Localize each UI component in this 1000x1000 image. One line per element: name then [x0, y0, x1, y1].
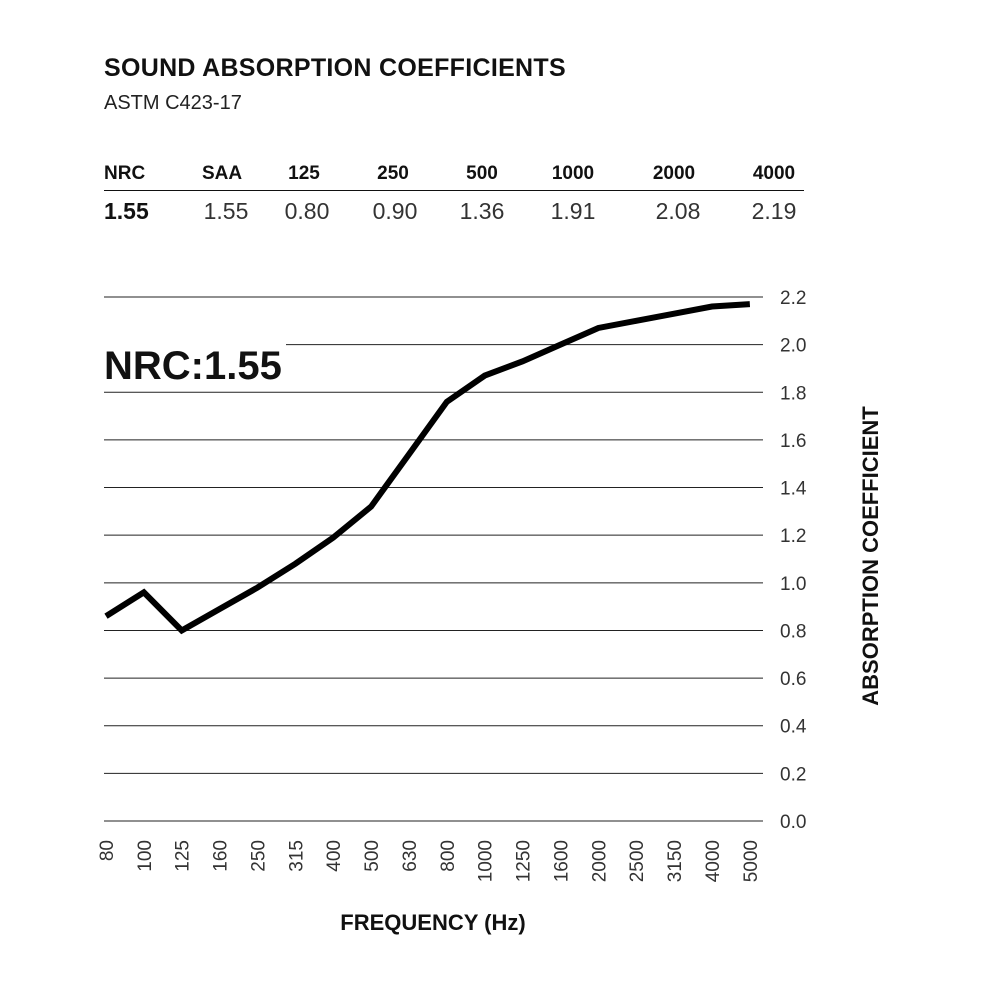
x-tick-label: 100 — [135, 840, 156, 872]
header-cell-250: 250 — [377, 163, 409, 184]
y-tick-label: 0.2 — [780, 764, 806, 785]
header-cell-125: 125 — [288, 163, 320, 184]
y-axis-label: ABSORPTION COEFFICIENT — [858, 406, 883, 706]
header-cell-2000: 2000 — [652, 163, 696, 184]
y-tick-label: 2.2 — [780, 288, 806, 309]
chart-subtitle: ASTM C423-17 — [104, 92, 242, 114]
x-tick-label: 3150 — [665, 840, 686, 882]
y-tick-label: 0.0 — [780, 812, 806, 833]
y-tick-label: 2.0 — [780, 336, 806, 357]
x-tick-label: 5000 — [741, 840, 762, 882]
header-cell-4000: 4000 — [752, 163, 796, 184]
y-tick-label: 1.4 — [780, 479, 807, 500]
series-line — [104, 301, 751, 635]
y-tick-label: 1.6 — [780, 431, 806, 452]
value-cell-nrc: 1.55 — [104, 198, 149, 224]
summary-table-header: NRC SAA 125 250 500 1000 2000 4000 — [104, 160, 804, 191]
x-tick-label: 125 — [173, 840, 194, 872]
x-tick-label: 630 — [400, 840, 421, 872]
x-tick-label: 160 — [211, 840, 232, 872]
summary-table-values: 1.55 1.55 0.80 0.90 1.36 1.91 2.08 2.19 — [104, 191, 804, 231]
x-tick-label: 315 — [286, 840, 307, 872]
header-cell-nrc: NRC — [104, 163, 146, 184]
x-tick-label: 4000 — [703, 840, 724, 882]
summary-table: NRC SAA 125 250 500 1000 2000 4000 1.55 … — [104, 160, 804, 231]
y-tick-label: 0.6 — [780, 669, 806, 690]
x-tick-label: 1600 — [551, 840, 572, 882]
x-tick-label: 80 — [97, 840, 118, 861]
header-cell-500: 500 — [466, 163, 498, 184]
value-cell-1000: 1.91 — [550, 198, 596, 224]
header-cell-1000: 1000 — [551, 163, 595, 184]
data-series — [104, 301, 751, 635]
y-tick-labels: 0.0 0.2 0.4 0.6 0.8 1.0 1.2 1.4 1.6 1.8 2.0 2.2 — [780, 288, 807, 833]
grid-lines — [104, 296, 763, 822]
value-cell-125: 0.80 — [284, 198, 330, 224]
value-cell-500: 1.36 — [459, 198, 505, 224]
x-axis-label: FREQUENCY (Hz) — [340, 910, 525, 935]
value-cell-saa: 1.55 — [203, 198, 249, 224]
y-tick-label: 1.0 — [780, 574, 806, 595]
x-tick-labels: 80 100 125 160 250 315 400 500 630 800 1000 1250 160… — [97, 840, 762, 882]
x-tick-label: 500 — [362, 840, 383, 872]
value-cell-4000: 2.19 — [751, 198, 797, 224]
y-tick-label: 1.8 — [780, 383, 806, 404]
nrc-annotation: NRC:1.55 — [104, 342, 286, 390]
header-cell-saa: SAA — [201, 163, 243, 184]
x-tick-label: 1250 — [514, 840, 535, 882]
y-tick-label: 0.4 — [780, 717, 807, 738]
x-tick-label: 400 — [324, 840, 345, 872]
x-tick-label: 2500 — [627, 840, 648, 882]
x-tick-label: 800 — [438, 840, 459, 872]
y-tick-label: 0.8 — [780, 621, 806, 642]
y-tick-label: 1.2 — [780, 526, 806, 547]
chart-title: SOUND ABSORPTION COEFFICIENTS — [104, 54, 566, 82]
x-tick-label: 1000 — [476, 840, 497, 882]
value-cell-250: 0.90 — [372, 198, 418, 224]
x-tick-label: 250 — [248, 840, 269, 872]
value-cell-2000: 2.08 — [655, 198, 701, 224]
x-tick-label: 2000 — [589, 840, 610, 882]
